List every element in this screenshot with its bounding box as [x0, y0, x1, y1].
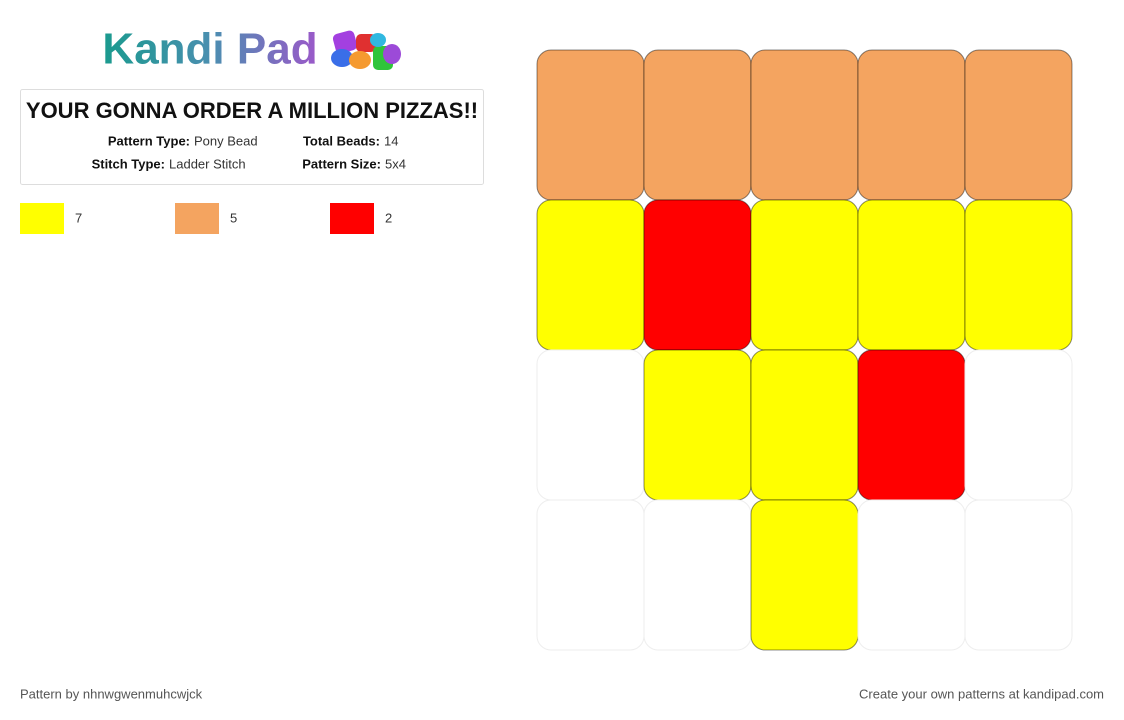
- footer-author: Pattern by nhnwgwenmuhcwjck: [20, 686, 203, 701]
- legend-count: 5: [230, 210, 237, 225]
- bead: [750, 349, 859, 501]
- detail-value: Ladder Stitch: [169, 156, 246, 171]
- info-box: [20, 89, 484, 185]
- detail-value: 14: [384, 133, 398, 148]
- details: Pattern Type: Pony Bead Total Beads: 14 Stit…: [92, 133, 406, 171]
- bead-grid: [536, 49, 1073, 651]
- bead: [536, 349, 645, 501]
- bead: [964, 349, 1073, 501]
- detail-label: Stitch Type:: [92, 156, 165, 171]
- legend: 7 5 2: [20, 203, 392, 234]
- bead: [750, 49, 859, 201]
- detail-label: Pattern Type:: [108, 133, 190, 148]
- bead: [643, 349, 752, 501]
- bead: [857, 349, 966, 501]
- bead: [964, 199, 1073, 351]
- detail-value: 5x4: [385, 156, 406, 171]
- logo-beads: [331, 30, 401, 70]
- detail-label: Total Beads:: [303, 133, 380, 148]
- legend-swatch: [20, 203, 64, 234]
- bead: [643, 49, 752, 201]
- legend-swatch: [175, 203, 219, 234]
- legend-swatch: [330, 203, 374, 234]
- bead: [643, 499, 752, 651]
- bead: [750, 199, 859, 351]
- bead: [857, 199, 966, 351]
- pattern-title: YOUR GONNA ORDER A MILLION PIZZAS!!: [26, 98, 478, 123]
- logo-text: Kandi Pad: [102, 25, 317, 74]
- bead: [857, 49, 966, 201]
- bead: [643, 199, 752, 351]
- bead: [964, 499, 1073, 651]
- bead: [536, 49, 645, 201]
- detail-label: Pattern Size:: [302, 156, 381, 171]
- bead: [857, 499, 966, 651]
- legend-count: 7: [75, 210, 82, 225]
- bead: [536, 199, 645, 351]
- detail-value: Pony Bead: [194, 133, 258, 148]
- legend-count: 2: [385, 210, 392, 225]
- bead: [964, 49, 1073, 201]
- bead: [750, 499, 859, 651]
- footer-credit: Create your own patterns at kandipad.com: [859, 686, 1104, 701]
- bead: [536, 499, 645, 651]
